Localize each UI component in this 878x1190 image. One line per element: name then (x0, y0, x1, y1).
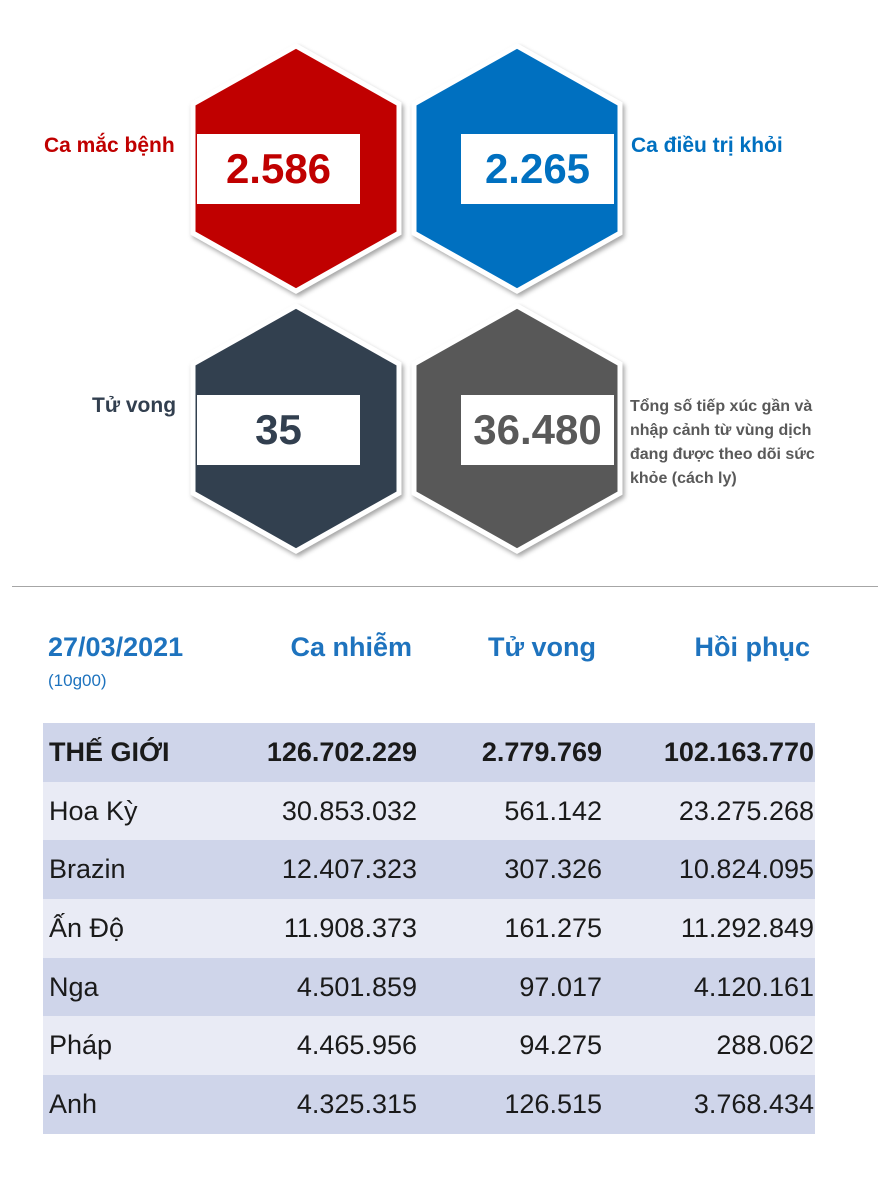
deaths-label: Tử vong (92, 394, 177, 417)
country-cases: 126.702.229 (266, 737, 417, 767)
table-row: THẾ GIỚI 126.702.229 2.779.769 102.163.7… (43, 723, 815, 782)
country-recovered: 3.768.434 (693, 1089, 814, 1120)
country-name: Nga (49, 971, 99, 1002)
section-divider (12, 586, 878, 587)
country-recovered: 4.120.161 (693, 971, 814, 1002)
world-stats-table: THẾ GIỚI 126.702.229 2.779.769 102.163.7… (43, 723, 815, 1134)
country-name: Anh (49, 1089, 98, 1120)
cases-value: 2.586 (197, 134, 360, 204)
column-header-recovered: Hồi phục (694, 632, 811, 662)
table-row: Nga 4.501.859 97.017 4.120.161 (43, 957, 815, 1017)
country-name: Ấn Độ (49, 913, 125, 944)
monitored-note: Tổng số tiếp xúc gần và nhập cảnh từ vùn… (630, 398, 815, 487)
country-name: Hoa Kỳ (49, 795, 138, 826)
country-cases: 12.407.323 (281, 854, 417, 885)
hexagon-graphics (190, 43, 623, 554)
table-row: Pháp 4.465.956 94.275 288.062 (43, 1016, 815, 1076)
country-recovered: 10.824.095 (678, 854, 814, 885)
country-deaths: 307.326 (504, 854, 602, 885)
country-cases: 11.908.373 (283, 913, 417, 944)
table-row: Ấn Độ 11.908.373 161.275 11.292.849 (43, 899, 815, 958)
deaths-value: 35 (197, 395, 360, 465)
table-row: Hoa Kỳ 30.853.032 561.142 23.275.268 (43, 781, 815, 841)
table-row: Brazin 12.407.323 307.326 10.824.095 (43, 840, 815, 900)
country-deaths: 161.275 (504, 913, 602, 944)
country-cases: 30.853.032 (281, 795, 417, 826)
table-date: 27/03/2021 (48, 632, 184, 662)
country-recovered: 288.062 (716, 1030, 814, 1061)
column-header-cases: Ca nhiễm (290, 632, 412, 662)
country-name: Brazin (49, 854, 126, 885)
country-cases: 4.465.956 (296, 1030, 417, 1061)
country-deaths: 97.017 (519, 971, 602, 1002)
country-name: THẾ GIỚI (49, 737, 170, 767)
country-recovered: 23.275.268 (678, 795, 814, 826)
country-recovered: 11.292.849 (680, 913, 814, 944)
country-deaths: 94.275 (519, 1030, 602, 1061)
country-cases: 4.325.315 (296, 1089, 417, 1120)
recovered-value: 2.265 (461, 134, 614, 204)
monitored-value: 36.480 (461, 395, 614, 465)
table-row: Anh 4.325.315 126.515 3.768.434 (43, 1075, 815, 1134)
cases-label: Ca mắc bệnh (44, 134, 175, 157)
country-deaths: 126.515 (504, 1089, 602, 1120)
country-deaths: 2.779.769 (481, 737, 602, 767)
country-name: Pháp (49, 1030, 113, 1061)
country-recovered: 102.163.770 (663, 737, 814, 767)
recovered-label: Ca điều trị khỏi (631, 134, 783, 157)
table-time: (10g00) (48, 671, 107, 690)
column-header-deaths: Tử vong (487, 632, 596, 662)
country-cases: 4.501.859 (296, 971, 417, 1002)
country-deaths: 561.142 (504, 795, 602, 826)
